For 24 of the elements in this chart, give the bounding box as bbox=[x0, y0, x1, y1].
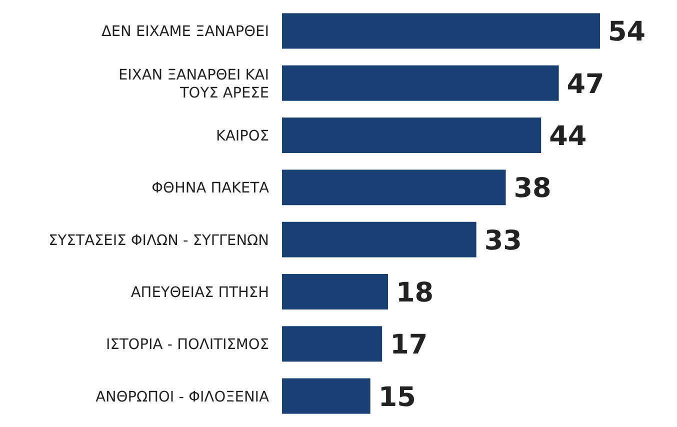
bar bbox=[282, 222, 476, 258]
y-tick-label: ΙΣΤΟΡΙΑ - ΠΟΛΙΤΙΣΜΟΣ bbox=[106, 337, 269, 354]
bar bbox=[282, 118, 542, 153]
y-tick-label: ΑΠΕΥΘΕΙΑΣ ΠΤΗΣΗ bbox=[130, 284, 269, 301]
data-label: 44 bbox=[549, 120, 587, 152]
y-tick-label: ΣΥΣΤΑΣΕΙΣ ΦΙΛΩΝ - ΣΥΓΓΕΝΩΝ bbox=[48, 232, 269, 249]
y-tick-label: ΔΕΝ ΕΙΧΑΜΕ ΞΑΝΑΡΘΕΙ bbox=[101, 24, 269, 40]
y-tick-label: ΑΝΘΡΩΠΟΙ - ΦΙΛΟΞΕΝΙΑ bbox=[96, 389, 270, 406]
bar bbox=[282, 65, 559, 101]
data-label: 54 bbox=[608, 16, 646, 48]
data-label: 47 bbox=[566, 68, 604, 100]
bar bbox=[282, 326, 382, 362]
data-label: 18 bbox=[396, 277, 434, 308]
bar bbox=[282, 274, 388, 310]
data-label: 33 bbox=[484, 225, 522, 256]
bar bbox=[282, 170, 506, 206]
bar bbox=[282, 378, 370, 414]
y-tick-label: ΕΙΧΑΝ ΞΑΝΑΡΘΕΙ ΚΑΙ ΤΟΥΣ ΑΡΕΣΕ bbox=[118, 67, 269, 102]
y-tick-label: ΚΑΙΡΟΣ bbox=[216, 128, 269, 144]
data-label: 17 bbox=[390, 330, 428, 361]
y-tick-label: ΦΘΗΝΑ ΠΑΚΕΤΑ bbox=[152, 180, 270, 197]
data-label: 15 bbox=[378, 382, 416, 413]
data-label: 38 bbox=[514, 173, 552, 204]
bar bbox=[282, 13, 600, 49]
